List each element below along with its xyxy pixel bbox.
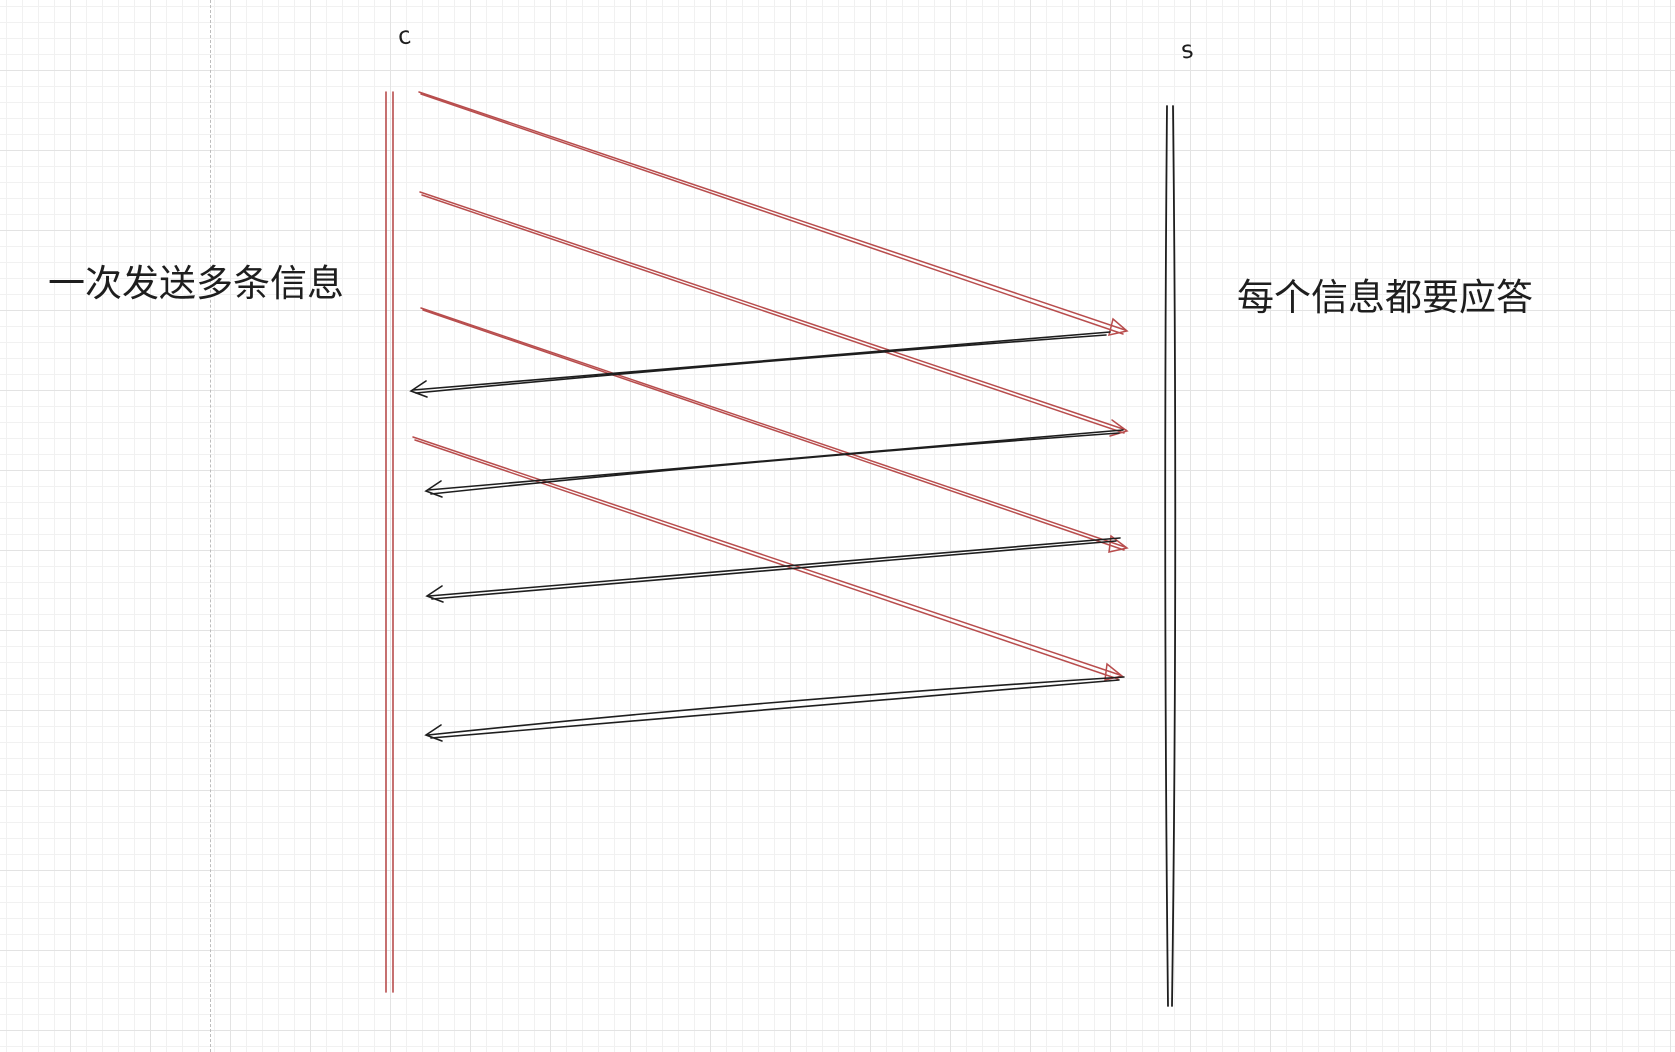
response-arrow-4[interactable]: [424, 676, 1125, 742]
request-arrow-2[interactable]: [419, 191, 1129, 437]
server-lifeline[interactable]: [1164, 105, 1177, 1007]
request-arrow-1[interactable]: [418, 91, 1129, 336]
client-lifeline[interactable]: [385, 91, 394, 993]
response-arrow-2[interactable]: [424, 429, 1124, 498]
response-arrow-3[interactable]: [425, 537, 1121, 603]
client-note: 一次发送多条信息: [48, 262, 344, 305]
response-arrow-1[interactable]: [409, 331, 1111, 398]
page-boundary-line: [210, 0, 211, 1052]
server-note: 每个信息都要应答: [1237, 276, 1533, 319]
request-arrow-3[interactable]: [420, 307, 1129, 553]
request-arrow-4[interactable]: [412, 436, 1124, 681]
